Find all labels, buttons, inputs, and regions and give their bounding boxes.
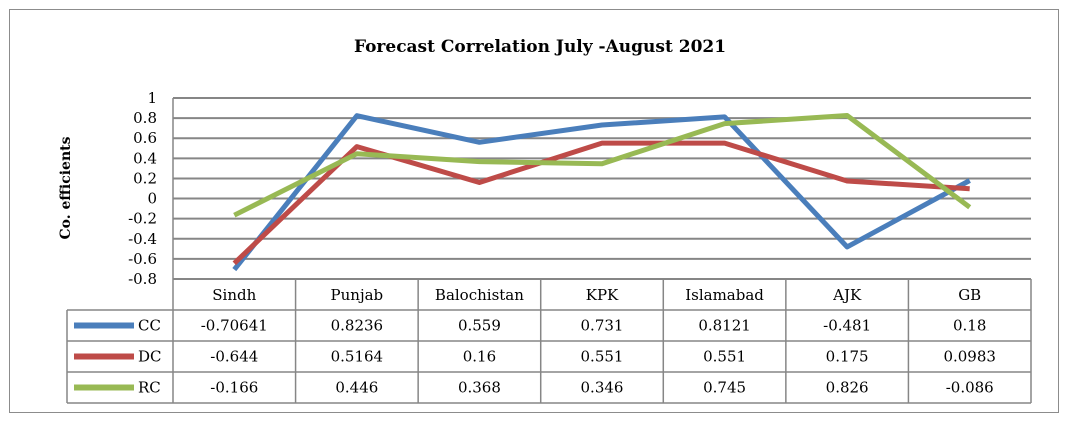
y-tick-label: 0.4 bbox=[133, 149, 157, 167]
x-tick-label: KPK bbox=[586, 286, 619, 304]
y-tick-label: 0.6 bbox=[133, 129, 157, 147]
y-tick-label: 0.2 bbox=[133, 169, 157, 187]
data-label: 0.346 bbox=[581, 379, 624, 397]
data-label: 0.16 bbox=[463, 348, 496, 366]
y-tick-label: 1 bbox=[147, 89, 157, 107]
data-label: 0.731 bbox=[581, 317, 624, 335]
y-tick-label: -0.4 bbox=[128, 230, 157, 248]
y-tick-label: -0.2 bbox=[128, 210, 157, 228]
x-tick-label: GB bbox=[958, 286, 981, 304]
legend-label: DC bbox=[138, 348, 162, 366]
x-tick-label: Sindh bbox=[212, 286, 256, 304]
data-label: 0.551 bbox=[703, 348, 746, 366]
data-label: 0.368 bbox=[458, 379, 501, 397]
data-label: -0.481 bbox=[823, 317, 871, 335]
x-tick-label: Balochistan bbox=[435, 286, 524, 304]
data-label: 0.446 bbox=[335, 379, 378, 397]
data-label: -0.166 bbox=[210, 379, 258, 397]
y-tick-label: 0 bbox=[147, 190, 157, 208]
y-tick-label: -0.6 bbox=[128, 250, 157, 268]
y-axis-label: Co. efficients bbox=[58, 136, 74, 239]
y-tick-label: 0.8 bbox=[133, 109, 157, 127]
legend-label: CC bbox=[138, 317, 161, 335]
data-label: 0.8236 bbox=[331, 317, 384, 335]
data-table: Sindh Punjab Balochistan KPK Islamabad AJK GB C… bbox=[66, 279, 1032, 404]
data-label: 0.826 bbox=[826, 379, 869, 397]
series-lines bbox=[232, 113, 972, 272]
series-line-rc bbox=[233, 113, 972, 218]
series-line-cc bbox=[232, 113, 971, 272]
series-line-dc bbox=[232, 140, 970, 266]
data-label: 0.18 bbox=[953, 317, 986, 335]
data-label: 0.551 bbox=[581, 348, 624, 366]
data-label: 0.0983 bbox=[943, 348, 996, 366]
data-label: 0.745 bbox=[703, 379, 746, 397]
y-tick-labels: 1 0.8 0.6 0.4 0.2 0 -0.2 -0.4 -0.6 -0.8 bbox=[128, 89, 157, 288]
y-tick-label: -0.8 bbox=[128, 270, 157, 288]
legend-label: RC bbox=[138, 379, 161, 397]
data-label: 0.175 bbox=[826, 348, 869, 366]
data-label: -0.70641 bbox=[201, 317, 268, 335]
data-label: 0.8121 bbox=[698, 317, 751, 335]
x-tick-label: Islamabad bbox=[685, 286, 764, 304]
chart-frame bbox=[9, 9, 1059, 413]
data-label: 0.5164 bbox=[331, 348, 384, 366]
data-label: -0.086 bbox=[946, 379, 994, 397]
x-tick-label: AJK bbox=[832, 286, 862, 304]
x-tick-label: Punjab bbox=[331, 286, 384, 304]
chart-title: Forecast Correlation July -August 2021 bbox=[354, 37, 726, 57]
data-label: 0.559 bbox=[458, 317, 501, 335]
data-label: -0.644 bbox=[210, 348, 258, 366]
grid-lines bbox=[172, 97, 1031, 280]
